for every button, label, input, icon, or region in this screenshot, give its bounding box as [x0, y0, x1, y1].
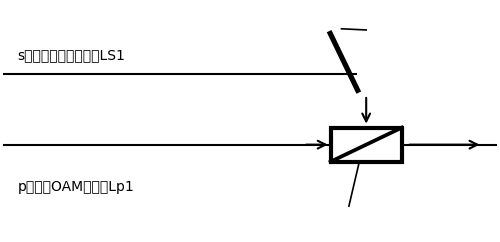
Text: p偏振态OAM信道光Lp1: p偏振态OAM信道光Lp1 [18, 180, 134, 194]
Bar [330, 128, 402, 162]
Text: s偏振态高斯型探测光LS1: s偏振态高斯型探测光LS1 [18, 48, 126, 62]
